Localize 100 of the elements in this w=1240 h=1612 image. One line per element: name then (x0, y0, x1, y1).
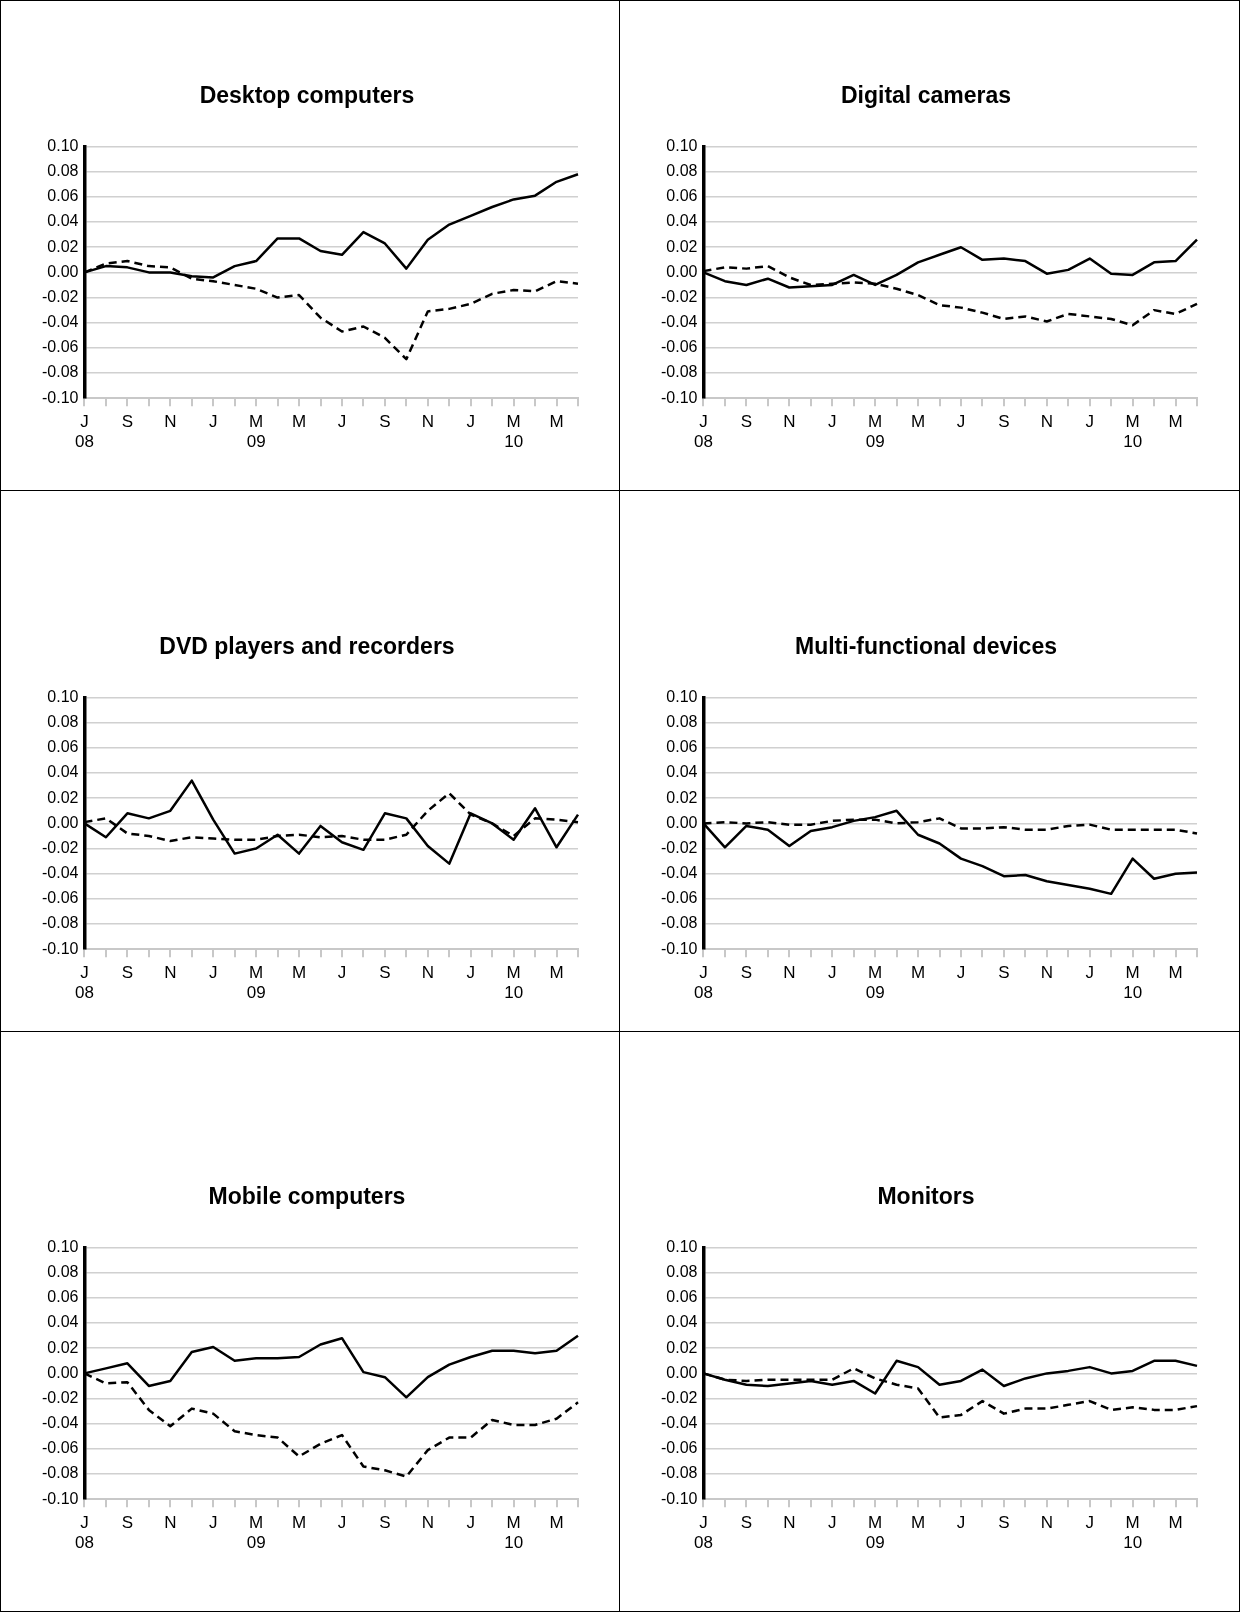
y-tick-label: 0.10 (666, 688, 698, 706)
x-tick-label: J 08 (694, 412, 713, 452)
x-tick-label: S (740, 963, 753, 983)
x-tick-label: M 10 (1123, 1513, 1143, 1553)
x-tick-label: J (956, 412, 966, 432)
y-tick-label: -0.02 (661, 1388, 698, 1406)
x-tick-label: J (956, 963, 966, 983)
x-tick-label: S (998, 1513, 1010, 1533)
y-tick-label: -0.06 (42, 1439, 79, 1457)
y-tick-label: 0.02 (666, 1338, 698, 1356)
x-tick-label: M 10 (1123, 412, 1143, 452)
y-tick-label: 0.06 (47, 1288, 79, 1306)
x-tick-label: S (379, 412, 391, 432)
x-tick-label: J 08 (694, 963, 713, 1003)
y-tick-label: 0.00 (47, 1363, 79, 1381)
x-tick-label: S (998, 963, 1010, 983)
y-tick-label: 0.00 (666, 1363, 698, 1381)
y-tick-label: 0.04 (666, 763, 698, 781)
y-tick-label: -0.06 (42, 889, 79, 907)
y-tick-label: -0.06 (661, 889, 698, 907)
x-tick-label: M (549, 963, 564, 983)
x-tick-label: J (1085, 963, 1094, 983)
y-tick-label: -0.06 (42, 338, 79, 356)
x-tick-label: J (1085, 1513, 1094, 1533)
x-tick-label: J (827, 412, 837, 432)
x-tick-label: S (121, 1513, 134, 1533)
y-tick-label: 0.04 (47, 763, 79, 781)
y-tick-label: -0.04 (42, 1414, 79, 1432)
y-tick-label: 0.08 (47, 162, 79, 180)
y-tick-label: 0.04 (666, 212, 698, 230)
y-tick-label: 0.02 (666, 237, 698, 255)
y-tick-label: 0.08 (47, 713, 79, 731)
y-tick-label: -0.08 (42, 363, 79, 381)
y-tick-label: 0.10 (47, 688, 79, 706)
x-tick-label: S (121, 963, 134, 983)
y-tick-label: -0.02 (661, 287, 698, 305)
y-tick-label: 0.04 (47, 212, 79, 230)
y-tick-label: -0.08 (661, 363, 698, 381)
x-tick-label: S (379, 963, 391, 983)
x-tick-label: J (208, 963, 218, 983)
y-tick-label: 0.10 (666, 1238, 698, 1256)
x-tick-label: N (164, 412, 177, 432)
y-tick-label: -0.06 (661, 1439, 698, 1457)
x-tick-label: M 09 (865, 412, 885, 452)
x-tick-label: M (1168, 963, 1183, 983)
x-tick-label: M (549, 1513, 564, 1533)
x-tick-label: J (827, 1513, 837, 1533)
x-tick-label: J (337, 1513, 347, 1533)
x-tick-label: J (466, 1513, 475, 1533)
y-tick-label: -0.04 (42, 864, 79, 882)
x-tick-label: N (783, 412, 796, 432)
y-tick-label: 0.06 (47, 738, 79, 756)
x-tick-label: N (164, 1513, 177, 1533)
x-tick-label: J (208, 412, 218, 432)
y-tick-label: 0.00 (666, 262, 698, 280)
x-tick-label: J 08 (75, 963, 94, 1003)
y-tick-label: -0.10 (42, 1489, 79, 1507)
x-tick-label: J (466, 412, 475, 432)
x-tick-label: M (291, 412, 307, 432)
y-tick-label: -0.08 (42, 1464, 79, 1482)
chart-title: Digital cameras (840, 82, 1012, 109)
y-tick-label: -0.02 (661, 838, 698, 856)
y-tick-label: -0.04 (661, 1414, 698, 1432)
x-tick-label: M (1168, 412, 1183, 432)
chart-title: DVD players and recorders (159, 633, 455, 660)
x-tick-label: J (337, 963, 347, 983)
y-tick-label: -0.02 (42, 287, 79, 305)
y-tick-label: 0.00 (666, 813, 698, 831)
x-tick-label: M 10 (1123, 963, 1143, 1003)
x-tick-label: J (337, 412, 347, 432)
x-tick-label: N (421, 1513, 434, 1533)
x-tick-label: M 10 (504, 963, 524, 1003)
x-tick-label: J (466, 963, 475, 983)
y-tick-label: -0.04 (661, 313, 698, 331)
x-tick-label: N (783, 1513, 796, 1533)
x-tick-label: M (549, 412, 564, 432)
x-tick-label: M (910, 1513, 926, 1533)
x-tick-label: M 10 (504, 1513, 524, 1553)
x-tick-label: M (291, 963, 307, 983)
y-tick-label: 0.08 (47, 1263, 79, 1281)
y-tick-label: -0.02 (42, 1388, 79, 1406)
y-tick-label: 0.02 (666, 788, 698, 806)
y-tick-label: 0.00 (47, 813, 79, 831)
y-tick-label: 0.06 (666, 1288, 698, 1306)
x-tick-label: N (164, 963, 177, 983)
y-tick-label: -0.08 (661, 914, 698, 932)
y-tick-label: -0.10 (42, 388, 79, 406)
x-tick-label: N (421, 412, 434, 432)
y-tick-label: -0.06 (661, 338, 698, 356)
y-tick-label: -0.10 (42, 939, 79, 957)
x-tick-label: M 09 (865, 1513, 885, 1553)
chart-title: Monitors (877, 1183, 975, 1210)
y-tick-label: -0.08 (661, 1464, 698, 1482)
x-tick-label: S (740, 1513, 753, 1533)
x-tick-label: S (379, 1513, 391, 1533)
y-tick-label: 0.06 (666, 738, 698, 756)
x-tick-label: M 09 (865, 963, 885, 1003)
y-tick-label: 0.06 (666, 187, 698, 205)
y-tick-label: -0.10 (661, 939, 698, 957)
y-tick-label: -0.10 (661, 388, 698, 406)
